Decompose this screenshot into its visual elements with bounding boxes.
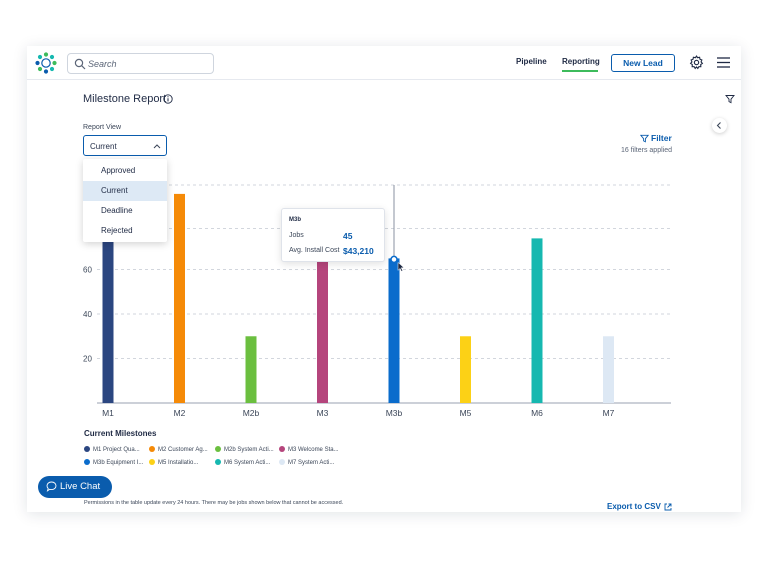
legend-item[interactable]: M1 Project Qua... [84,446,140,453]
report-view-label: Report View [83,124,122,131]
nav-reporting[interactable]: Reporting [562,57,600,66]
filters-applied-count: 16 filters applied [621,147,672,154]
report-card: Pipeline Reporting New Lead Milestone Re… [27,46,741,512]
hover-point-marker [390,255,398,264]
tooltip-title: M3b [289,217,301,223]
legend-label: M3 Welcome Sta... [288,447,339,453]
info-icon[interactable] [163,94,173,104]
chart-tooltip: M3b Jobs 45 Avg. Install Cost $43,210 [281,208,385,262]
chevron-up-icon [153,144,161,149]
legend-item[interactable]: M2 Customer Ag... [149,446,208,453]
export-csv-link[interactable]: Export to CSV [607,502,661,511]
report-view-select[interactable]: Current [83,135,167,156]
legend-swatch [215,446,221,452]
report-view-dropdown: Approved Current Deadline Rejected [83,159,167,242]
legend-swatch [84,459,90,465]
legend-label: M6 System Acti... [224,460,271,466]
legend-swatch [279,446,285,452]
legend-swatch [84,446,90,452]
menu-icon[interactable] [717,57,730,68]
search-icon [74,58,86,70]
x-tick-label: M3b [386,408,403,418]
y-tick-label: 40 [83,310,92,319]
bar-m6[interactable] [531,238,543,403]
search-input[interactable] [88,55,208,72]
y-tick-label: 60 [83,266,92,275]
legend-item[interactable]: M7 System Acti... [279,459,334,466]
legend-label: M1 Project Qua... [93,447,140,453]
tooltip-jobs-label: Jobs [289,232,304,239]
logo-icon[interactable] [35,52,57,74]
bar-m5[interactable] [460,336,471,403]
external-link-icon[interactable] [664,503,672,511]
legend-item[interactable]: M2b System Acti... [215,446,274,453]
tooltip-cost-value: $43,210 [343,246,374,256]
permissions-note: Permissions in the table update every 24… [84,500,344,506]
bar-m1[interactable] [102,231,114,403]
mouse-cursor-icon [397,261,405,272]
x-tick-label: M2b [243,408,260,418]
search-box[interactable] [67,53,214,74]
x-tick-label: M1 [102,408,114,418]
bar-m2[interactable] [174,193,185,403]
dropdown-option-approved[interactable]: Approved [101,166,136,175]
legend-swatch [279,459,285,465]
filter-icon [640,134,649,143]
tooltip-jobs-value: 45 [343,231,353,241]
dropdown-option-deadline[interactable]: Deadline [101,206,133,215]
legend-swatch [149,446,155,452]
legend-label: M2b System Acti... [224,447,274,453]
legend-label: M5 Installatio... [158,460,199,466]
dropdown-option-rejected[interactable]: Rejected [101,226,133,235]
legend-swatch [215,459,221,465]
legend-label: M3b Equipment I... [93,460,144,466]
chat-bubble-icon [46,481,57,492]
bar-m3b[interactable] [388,258,400,403]
gear-icon[interactable] [689,55,704,70]
legend-item[interactable]: M6 System Acti... [215,459,270,466]
nav-active-underline [562,70,598,72]
x-tick-label: M2 [174,408,186,418]
chevron-left-icon [716,122,721,129]
legend-label: M7 System Acti... [288,460,335,466]
x-tick-label: M5 [460,408,472,418]
legend-label: M2 Customer Ag... [158,447,208,453]
new-lead-button[interactable]: New Lead [611,54,675,72]
x-tick-label: M3 [317,408,329,418]
report-view-value: Current [90,142,117,151]
filter-label: Filter [651,133,672,143]
tooltip-cost-label: Avg. Install Cost [289,247,340,254]
live-chat-label: Live Chat [60,481,101,492]
legend-title: Current Milestones [84,429,157,438]
nav-pipeline[interactable]: Pipeline [516,57,547,66]
milestone-bar-chart: 20 40 60 M1 M2 M2b M3 M3b M5 M6 M7 [83,184,671,418]
bar-m2b[interactable] [245,336,257,403]
bar-m3[interactable] [317,256,328,403]
bar-m7[interactable] [603,336,614,403]
x-tick-label: M7 [603,408,615,418]
collapse-panel-button[interactable] [712,118,727,133]
dropdown-option-current[interactable]: Current [83,181,167,201]
top-nav-bar: Pipeline Reporting New Lead [27,46,741,80]
y-tick-label: 20 [83,355,92,364]
side-filter-icon[interactable] [725,94,735,104]
legend-swatch [149,459,155,465]
legend-item[interactable]: M3 Welcome Sta... [279,446,339,453]
page-title: Milestone Report [83,93,167,105]
legend-item[interactable]: M5 Installatio... [149,459,198,466]
x-tick-label: M6 [531,408,543,418]
live-chat-button[interactable]: Live Chat [38,476,112,498]
legend-item[interactable]: M3b Equipment I... [84,459,143,466]
